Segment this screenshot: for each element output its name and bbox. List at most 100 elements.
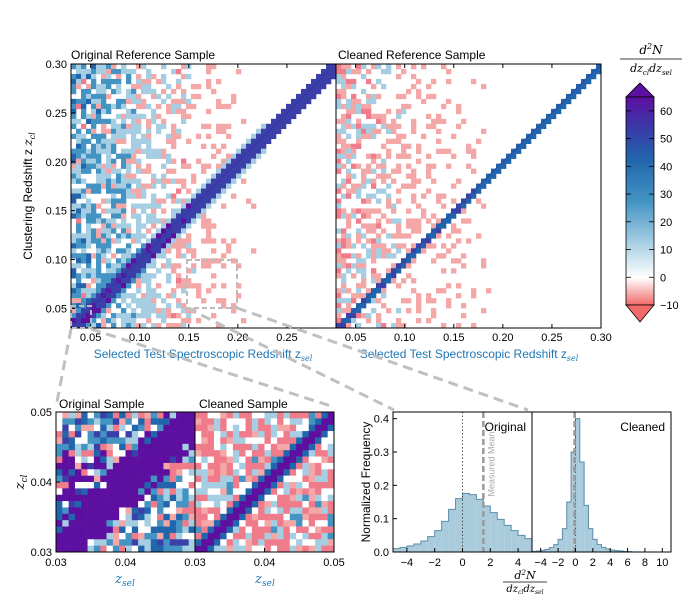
heatmap-cell: [411, 278, 417, 284]
heatmap-cell: [391, 243, 397, 249]
heatmap-cell: [186, 113, 192, 120]
heatmap-cell: [101, 233, 107, 239]
heatmap-cell: [76, 143, 82, 149]
heatmap-cell: [101, 64, 107, 70]
heatmap-cell: [131, 475, 139, 483]
heatmap-cell: [351, 183, 357, 189]
heatmap-cell: [68, 437, 76, 445]
heatmap-cell: [251, 507, 259, 515]
heatmap-cell: [356, 183, 362, 189]
heatmap-cell: [86, 263, 92, 269]
heatmap-cell: [169, 462, 177, 470]
heatmap-cell: [264, 424, 272, 432]
heatmap-cell: [341, 88, 347, 95]
heatmap-cell: [125, 526, 133, 534]
heatmap-cell: [101, 283, 107, 289]
heatmap-cell: [144, 418, 152, 426]
heatmap-cell: [226, 248, 232, 254]
heatmap-cell: [157, 424, 164, 432]
heatmap-cell: [74, 431, 82, 438]
heatmap-cell: [221, 253, 227, 259]
heatmap-cell: [91, 83, 97, 90]
heatmap-cell: [591, 73, 597, 80]
heatmap-cell: [239, 450, 246, 457]
heatmap-cell: [144, 456, 152, 464]
heatmap-cell: [96, 163, 102, 169]
heatmap-cell: [346, 188, 352, 194]
heatmap-cell: [156, 78, 162, 85]
heatmap-cell: [251, 532, 259, 540]
heatmap-cell: [71, 273, 77, 279]
heatmap-cell: [396, 308, 402, 314]
heatmap-cell: [157, 526, 164, 534]
heatmap-cell: [376, 118, 382, 125]
heatmap-cell: [182, 450, 189, 457]
heatmap-cell: [81, 133, 87, 140]
heatmap-cell: [216, 98, 222, 105]
heatmap-cell: [341, 183, 347, 189]
heatmap-cell: [163, 424, 171, 432]
heatmap-cell: [196, 213, 202, 219]
y-axis-label-zoom: zcl: [13, 474, 30, 490]
heatmap-cell: [86, 148, 92, 154]
heatmap-cell: [296, 437, 303, 445]
heatmap-cell: [181, 243, 187, 249]
heatmap-cell: [327, 450, 335, 457]
heatmap-cell: [141, 103, 147, 110]
heatmap-cell: [270, 412, 278, 419]
heatmap-cell: [289, 507, 297, 515]
heatmap-cell: [176, 103, 182, 110]
heatmap-cell: [151, 198, 157, 204]
heatmap-cell: [144, 424, 152, 432]
heatmap-cell: [151, 73, 157, 80]
heatmap-cell: [176, 450, 183, 457]
heatmap-cell: [125, 456, 133, 464]
heatmap-cell: [351, 93, 357, 100]
heatmap-cell: [381, 158, 387, 164]
heatmap-original-zoom: [56, 412, 196, 553]
heatmap-cell: [100, 532, 107, 540]
heatmap-cell: [207, 450, 215, 457]
heatmap-cell: [111, 183, 117, 189]
heatmap-cell: [381, 253, 387, 259]
heatmap-cell: [163, 456, 171, 464]
heatmap-cell: [157, 501, 164, 508]
heatmap-cell: [361, 313, 367, 319]
heatmap-cell: [141, 273, 147, 279]
heatmap-cell: [100, 450, 107, 457]
heatmap-cell: [96, 118, 102, 125]
heatmap-cell: [232, 450, 240, 457]
heatmap-cell: [327, 462, 335, 470]
heatmap-cell: [156, 253, 162, 259]
heatmap-cell: [496, 168, 502, 174]
heatmap-cell: [146, 153, 152, 159]
heatmap-cell: [356, 68, 362, 75]
heatmap-cell: [186, 278, 192, 284]
heatmap-cell: [239, 437, 246, 445]
heatmap-cell: [116, 283, 122, 289]
heatmap-cell: [81, 532, 88, 540]
heatmap-cell: [125, 450, 133, 457]
heatmap-cell: [71, 78, 77, 85]
heatmap-cell: [221, 183, 227, 189]
heatmap-cell: [376, 113, 382, 120]
heatmap-cell: [220, 462, 227, 470]
heatmap-cell: [366, 288, 372, 294]
heatmap-cell: [166, 133, 172, 140]
heatmap-cell: [321, 437, 328, 445]
heatmap-cell: [141, 248, 147, 254]
heatmap-cell: [376, 238, 382, 244]
heatmap-cell: [561, 103, 567, 110]
heatmap-cell: [131, 178, 137, 184]
heatmap-cell: [76, 178, 82, 184]
heatmap-cell: [106, 148, 112, 154]
heatmap-cell: [131, 437, 139, 445]
heatmap-cell: [188, 475, 196, 483]
heatmap-cell: [376, 288, 382, 294]
heatmap-cell: [376, 273, 382, 279]
heatmap-cell: [356, 163, 362, 169]
heatmap-cell: [195, 545, 202, 553]
heatmap-cell: [188, 488, 196, 496]
heatmap-cell: [188, 501, 196, 508]
heatmap-cell: [157, 443, 164, 451]
